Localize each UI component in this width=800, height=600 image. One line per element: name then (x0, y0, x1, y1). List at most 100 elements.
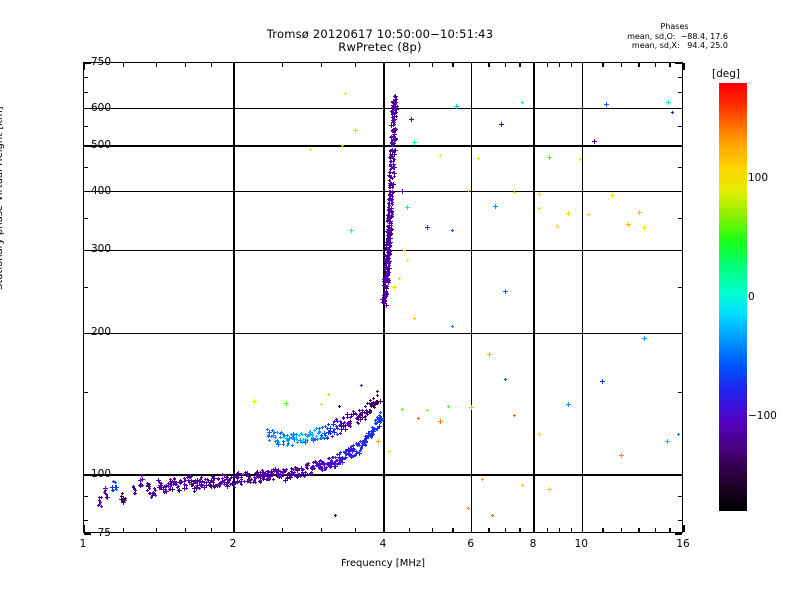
data-point (566, 210, 572, 216)
data-point (266, 433, 270, 437)
data-point (392, 114, 396, 118)
y-tick-major (84, 332, 91, 334)
data-point (381, 277, 387, 283)
x-tick-minor-top (431, 63, 433, 67)
data-point (671, 111, 675, 115)
data-point (182, 480, 186, 484)
data-point (387, 219, 393, 225)
data-point (344, 424, 348, 428)
data-point (258, 471, 262, 475)
data-point (305, 466, 309, 470)
y-tick-major (84, 190, 91, 193)
data-point (277, 475, 281, 479)
y-tick-minor (84, 76, 88, 78)
x-tick-major (471, 525, 473, 532)
y-tick-major-right (675, 249, 682, 252)
data-point (199, 484, 203, 488)
data-point (391, 200, 395, 204)
data-point (295, 440, 299, 444)
data-point (369, 409, 373, 413)
data-point (388, 170, 392, 174)
data-point (376, 438, 382, 444)
data-point (295, 435, 299, 439)
data-point (360, 412, 364, 416)
data-point (306, 438, 310, 442)
data-point (383, 265, 389, 271)
data-point (360, 446, 364, 450)
data-point (412, 317, 416, 321)
x-tick-major (581, 525, 583, 532)
data-point (320, 435, 324, 439)
data-point (237, 479, 241, 483)
x-tick-minor (558, 528, 561, 532)
data-point (328, 456, 332, 460)
data-point (388, 236, 394, 242)
data-point (119, 497, 125, 503)
y-tick-minor-right (678, 91, 682, 93)
data-point (394, 103, 398, 107)
data-point (355, 452, 359, 456)
data-point (404, 205, 410, 211)
data-point (357, 418, 361, 422)
data-point (266, 475, 270, 479)
data-point (307, 429, 313, 435)
data-point (217, 476, 221, 480)
data-point (283, 434, 287, 438)
data-point (390, 198, 394, 202)
data-point (349, 228, 355, 234)
data-point (335, 417, 339, 421)
data-point (293, 471, 297, 475)
data-point (386, 229, 390, 233)
data-point (349, 415, 353, 419)
data-point (391, 194, 395, 198)
y-tick-major (84, 474, 91, 476)
data-point (246, 472, 250, 476)
y-tick-major (84, 145, 91, 147)
data-point (392, 132, 398, 138)
data-point (310, 471, 314, 475)
x-tick-minor (452, 528, 454, 532)
data-point (257, 473, 263, 479)
data-point (331, 422, 337, 428)
x-tick-minor-top (570, 63, 572, 67)
data-point (369, 435, 373, 439)
data-point (268, 474, 272, 478)
data-point (386, 212, 392, 218)
data-point (158, 481, 162, 485)
data-point (393, 100, 397, 104)
data-point (298, 473, 302, 477)
data-point (317, 432, 321, 436)
data-point (252, 480, 256, 484)
data-point (358, 409, 361, 413)
data-point (604, 102, 610, 108)
data-point (382, 302, 386, 306)
data-point (387, 262, 391, 266)
data-point (385, 247, 389, 251)
data-point (387, 198, 391, 202)
data-point (105, 493, 109, 497)
data-point (269, 471, 275, 477)
data-point (191, 480, 197, 486)
data-point (578, 157, 582, 161)
data-point (290, 470, 294, 474)
data-point (272, 431, 276, 435)
data-point (619, 453, 625, 459)
data-point (320, 433, 324, 437)
data-point (641, 336, 647, 342)
data-point (372, 400, 376, 404)
data-point (257, 479, 261, 483)
data-point (374, 399, 380, 405)
data-point (389, 209, 393, 213)
data-point (273, 435, 277, 439)
data-point (393, 95, 397, 99)
data-point (194, 483, 200, 489)
data-point (385, 238, 389, 242)
data-point (392, 175, 396, 179)
data-point (387, 203, 391, 207)
data-point (376, 424, 382, 430)
data-point (190, 484, 194, 488)
data-point (266, 427, 270, 431)
data-point (392, 170, 396, 174)
data-point (275, 441, 281, 447)
data-point (213, 486, 217, 490)
